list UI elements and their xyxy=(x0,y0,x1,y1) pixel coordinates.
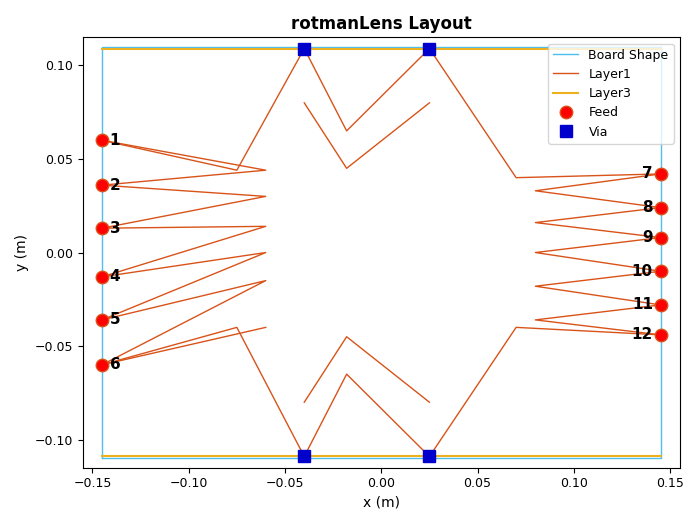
Text: 4: 4 xyxy=(110,269,120,285)
Y-axis label: y (m): y (m) xyxy=(15,234,29,271)
Text: 9: 9 xyxy=(642,230,653,245)
X-axis label: x (m): x (m) xyxy=(363,496,400,510)
Text: 1: 1 xyxy=(110,133,120,148)
Text: 12: 12 xyxy=(631,328,653,342)
Text: 5: 5 xyxy=(110,312,120,328)
Text: 11: 11 xyxy=(632,298,653,312)
Text: 8: 8 xyxy=(642,200,653,215)
Text: 7: 7 xyxy=(642,166,653,182)
Title: rotmanLens Layout: rotmanLens Layout xyxy=(291,15,472,33)
Legend: Board Shape, Layer1, Layer3, Feed, Via: Board Shape, Layer1, Layer3, Feed, Via xyxy=(548,44,673,143)
Text: 2: 2 xyxy=(110,177,120,193)
Text: 3: 3 xyxy=(110,220,120,236)
Text: 6: 6 xyxy=(110,358,120,372)
Text: 10: 10 xyxy=(631,264,653,279)
